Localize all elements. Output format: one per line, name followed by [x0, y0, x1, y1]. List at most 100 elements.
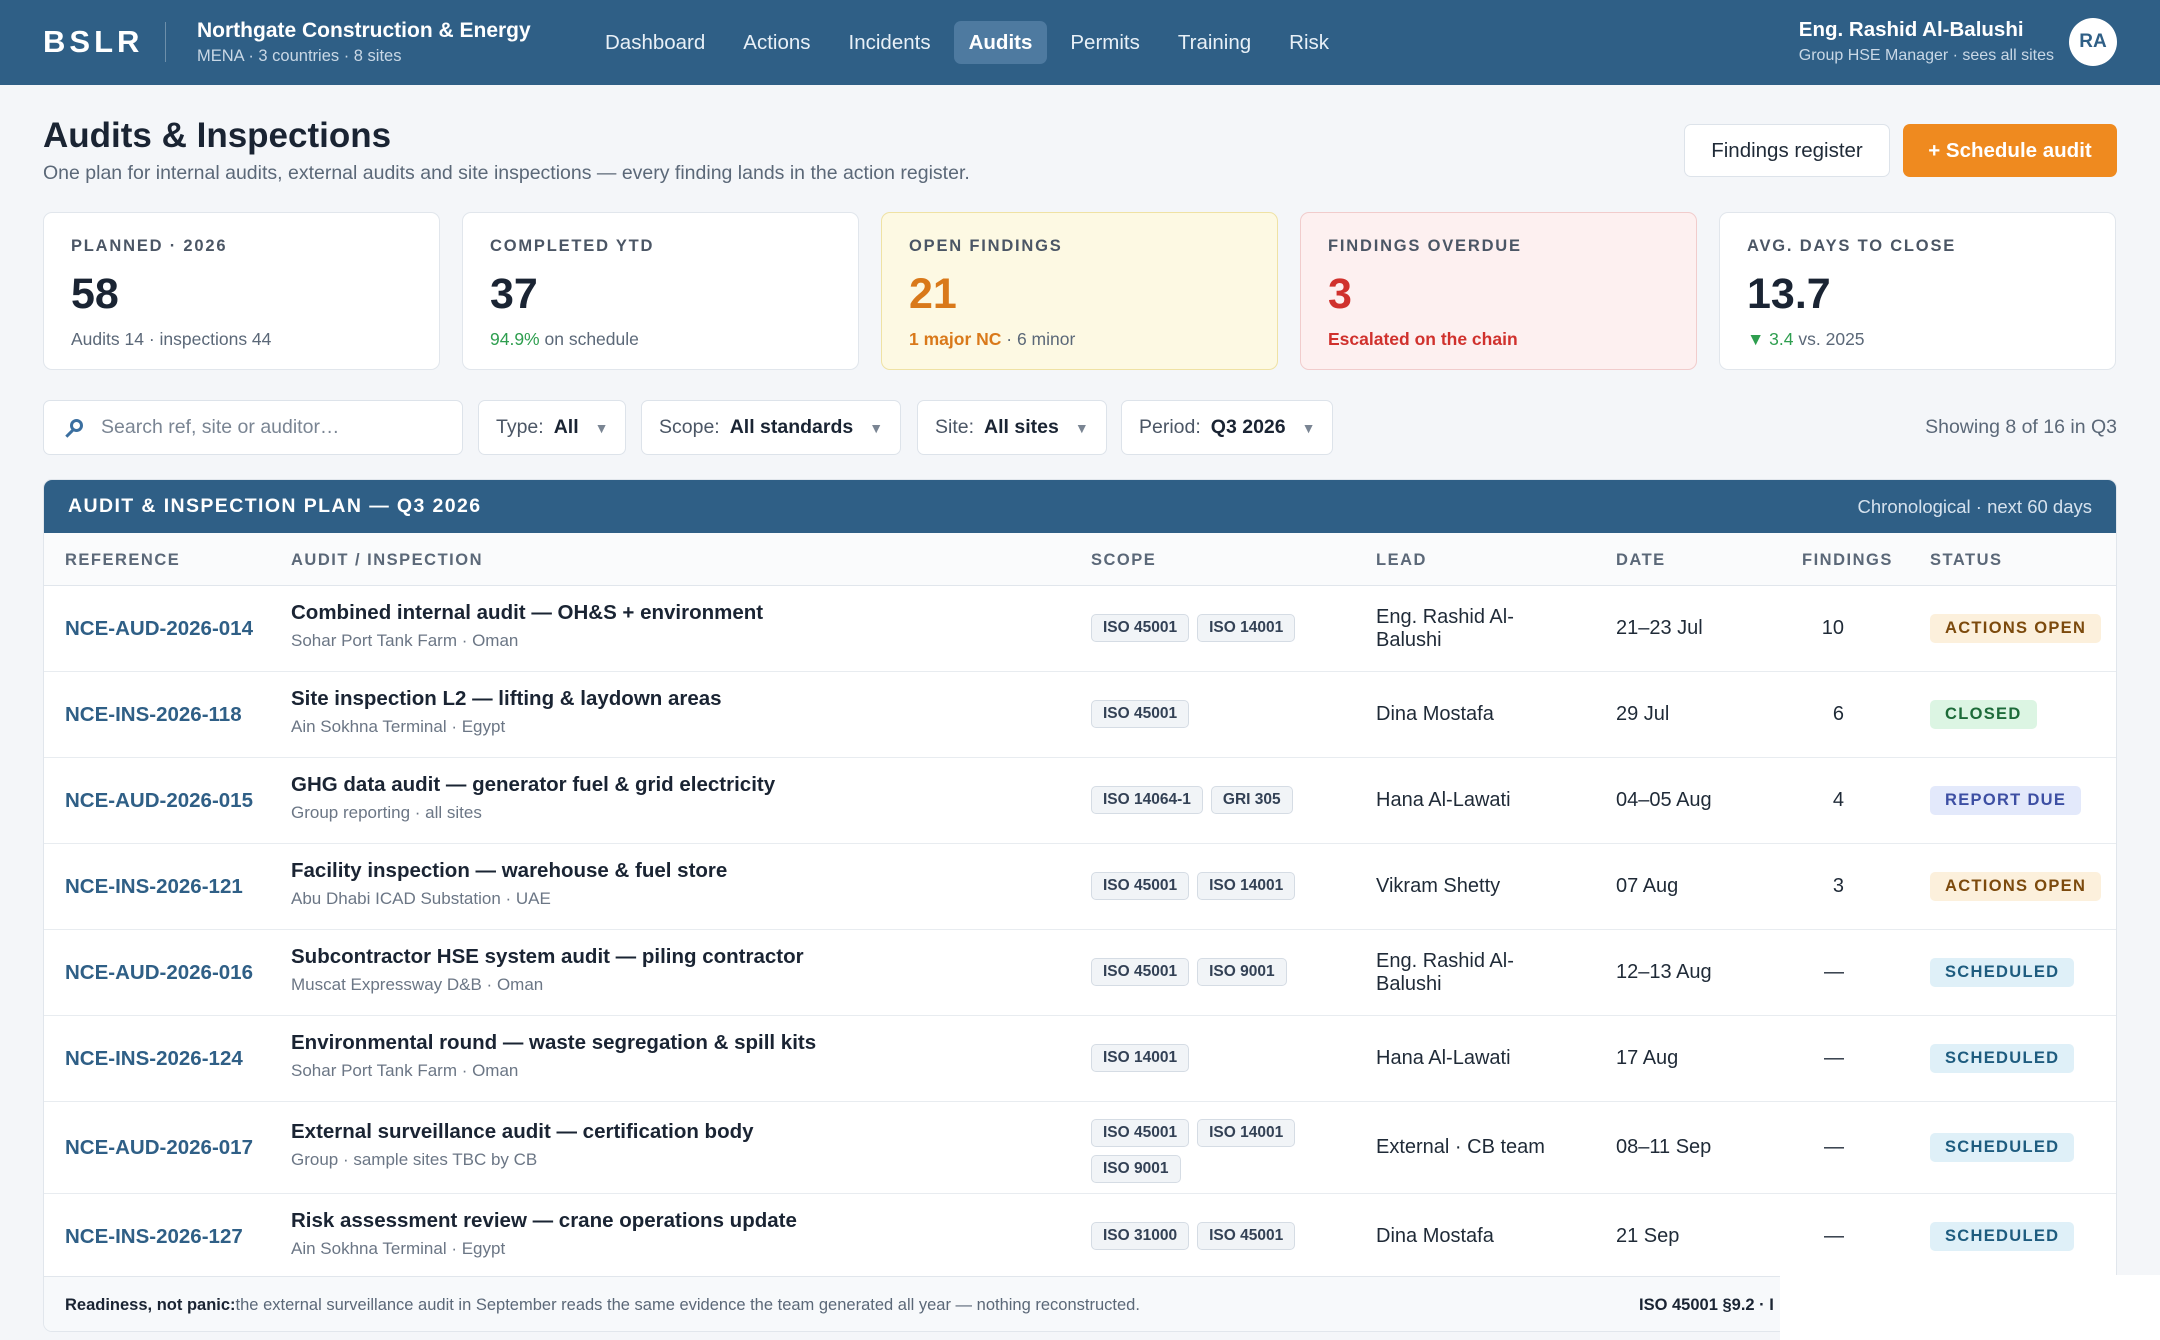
footnote-strong: Readiness, not panic:	[65, 1295, 236, 1314]
scope-tag: ISO 31000	[1091, 1222, 1190, 1250]
chevron-down-icon: ▼	[594, 419, 609, 436]
filter-period[interactable]: Period: Q3 2026 ▼	[1121, 400, 1334, 455]
row-date: 08–11 Sep	[1616, 1136, 1712, 1158]
table-row[interactable]: NCE-INS-2026-121 Facility inspection — wa…	[44, 844, 2116, 930]
nav-permits[interactable]: Permits	[1070, 31, 1140, 54]
row-reference[interactable]: NCE-AUD-2026-014	[65, 617, 253, 640]
row-title[interactable]: Environmental round — waste segregation …	[291, 1031, 817, 1054]
org-switcher[interactable]: Northgate Construction & Energy MENA · 3…	[197, 19, 531, 66]
audit-plan-table: AUDIT & INSPECTION PLAN — Q3 2026 Chrono…	[43, 479, 2117, 1332]
row-title[interactable]: Facility inspection — warehouse & fuel s…	[291, 859, 728, 882]
row-title[interactable]: Subcontractor HSE system audit — piling …	[291, 945, 804, 968]
table-row[interactable]: NCE-AUD-2026-015 GHG data audit — generat…	[44, 758, 2116, 844]
table-row[interactable]: NCE-INS-2026-127 Risk assessment review —…	[44, 1194, 2116, 1280]
nav-risk[interactable]: Risk	[1289, 31, 1330, 54]
row-title[interactable]: External surveillance audit — certificat…	[291, 1120, 754, 1143]
kpi-label: PLANNED · 2026	[71, 237, 228, 255]
scope-tag: ISO 14064-1	[1091, 786, 1203, 814]
row-lead: Hana Al-Lawati	[1376, 1047, 1511, 1069]
row-location: Sohar Port Tank Farm · Oman	[291, 631, 519, 650]
row-location: Sohar Port Tank Farm · Oman	[291, 1061, 519, 1080]
brand-logo[interactable]: BSLR	[43, 24, 144, 59]
row-date: 04–05 Aug	[1616, 789, 1712, 811]
kpi-note-rest: · 6 minor	[1001, 329, 1076, 349]
page-title: Audits & Inspections	[43, 116, 392, 155]
row-scope: ISO 45001 ISO 14001 ISO 9001	[1091, 1119, 1301, 1183]
kpi-note: 1 major NC · 6 minor	[909, 329, 1250, 350]
kpi-note-strong: 1 major NC	[909, 329, 1002, 349]
row-reference[interactable]: NCE-AUD-2026-017	[65, 1136, 253, 1159]
nav-dashboard[interactable]: Dashboard	[605, 31, 706, 54]
nav-training[interactable]: Training	[1177, 31, 1252, 54]
status-badge: SCHEDULED	[1930, 1133, 2075, 1162]
chevron-down-icon: ▼	[1074, 419, 1089, 436]
table-row[interactable]: NCE-INS-2026-118 Site inspection L2 — lif…	[44, 672, 2116, 758]
column-headers: REFERENCE AUDIT / INSPECTION SCOPE LEAD …	[44, 533, 2116, 586]
schedule-audit-button[interactable]: + Schedule audit	[1903, 124, 2117, 177]
scope-tag: ISO 9001	[1091, 1155, 1181, 1183]
avatar[interactable]: RA	[2069, 18, 2117, 66]
row-location: Group reporting · all sites	[291, 803, 482, 822]
row-reference[interactable]: NCE-INS-2026-121	[65, 875, 243, 898]
result-count: Showing 8 of 16 in Q3	[1925, 416, 2117, 438]
kpi-planned: PLANNED · 2026 58 Audits 14 · inspection…	[43, 212, 440, 370]
row-reference[interactable]: NCE-INS-2026-124	[65, 1047, 243, 1070]
brand-divider	[165, 22, 166, 62]
col-lead[interactable]: LEAD	[1376, 551, 1427, 569]
kpi-note: Audits 14 · inspections 44	[71, 329, 272, 349]
table-header-bar: AUDIT & INSPECTION PLAN — Q3 2026 Chrono…	[44, 480, 2116, 533]
row-scope: ISO 45001 ISO 9001	[1091, 958, 1301, 986]
kpi-note-strong: 94.9%	[490, 329, 540, 349]
nav-incidents[interactable]: Incidents	[848, 31, 931, 54]
row-title[interactable]: GHG data audit — generator fuel & grid e…	[291, 773, 776, 796]
row-reference[interactable]: NCE-INS-2026-127	[65, 1225, 243, 1248]
scope-tag: ISO 45001	[1197, 1222, 1296, 1250]
page-subtitle: One plan for internal audits, external a…	[43, 162, 970, 184]
kpi-findings-overdue: FINDINGS OVERDUE 3 Escalated on the chai…	[1300, 212, 1697, 370]
row-findings: 10	[1821, 617, 1844, 639]
kpi-value: 58	[71, 270, 119, 318]
row-date: 29 Jul	[1616, 703, 1670, 725]
row-reference[interactable]: NCE-AUD-2026-015	[65, 789, 253, 812]
nav-audits[interactable]: Audits	[953, 21, 1048, 64]
kpi-completed: COMPLETED YTD 37 94.9% on schedule	[462, 212, 859, 370]
filter-site[interactable]: Site: All sites ▼	[917, 400, 1107, 455]
search-input[interactable]	[101, 416, 441, 439]
col-reference[interactable]: REFERENCE	[65, 551, 181, 569]
filter-label: Scope:	[659, 416, 720, 438]
scope-tag: ISO 14001	[1091, 1044, 1190, 1072]
row-findings: 4	[1832, 789, 1844, 811]
filter-scope[interactable]: Scope: All standards ▼	[641, 400, 902, 455]
org-subtitle: MENA · 3 countries · 8 sites	[197, 47, 402, 65]
user-info[interactable]: Eng. Rashid Al-Balushi Group HSE Manager…	[1799, 18, 2054, 65]
row-title[interactable]: Site inspection L2 — lifting & laydown a…	[291, 687, 722, 710]
row-scope: ISO 45001 ISO 14001	[1091, 614, 1301, 642]
row-reference[interactable]: NCE-AUD-2026-016	[65, 961, 253, 984]
table-row[interactable]: NCE-AUD-2026-016 Subcontractor HSE system…	[44, 930, 2116, 1016]
nav-actions[interactable]: Actions	[743, 31, 811, 54]
findings-register-button[interactable]: Findings register	[1684, 124, 1890, 177]
table-meta: Chronological · next 60 days	[1857, 495, 2092, 517]
table-row[interactable]: NCE-AUD-2026-014 Combined internal audit …	[44, 586, 2116, 672]
col-audit[interactable]: AUDIT / INSPECTION	[291, 551, 484, 569]
scope-tag: ISO 14001	[1197, 614, 1296, 642]
chevron-down-icon: ▼	[869, 419, 884, 436]
row-scope: ISO 31000 ISO 45001	[1091, 1222, 1301, 1250]
row-findings: —	[1824, 1136, 1844, 1158]
col-status[interactable]: STATUS	[1930, 551, 2003, 569]
row-lead: Hana Al-Lawati	[1376, 789, 1511, 811]
col-date[interactable]: DATE	[1616, 551, 1666, 569]
col-scope[interactable]: SCOPE	[1091, 551, 1157, 569]
row-reference[interactable]: NCE-INS-2026-118	[65, 703, 242, 726]
row-title[interactable]: Combined internal audit — OH&S + environ…	[291, 601, 764, 624]
kpi-note: Escalated on the chain	[1328, 329, 1518, 349]
status-badge: ACTIONS OPEN	[1930, 614, 2102, 643]
status-badge: CLOSED	[1930, 700, 2037, 729]
row-scope: ISO 45001 ISO 14001	[1091, 872, 1301, 900]
table-row[interactable]: NCE-AUD-2026-017 External surveillance au…	[44, 1102, 2116, 1194]
row-scope: ISO 14001	[1091, 1044, 1301, 1072]
row-title[interactable]: Risk assessment review — crane operation…	[291, 1209, 797, 1232]
col-findings[interactable]: FINDINGS	[1802, 551, 1893, 569]
filter-type[interactable]: Type: All ▼	[478, 400, 627, 455]
table-row[interactable]: NCE-INS-2026-124 Environmental round — wa…	[44, 1016, 2116, 1102]
